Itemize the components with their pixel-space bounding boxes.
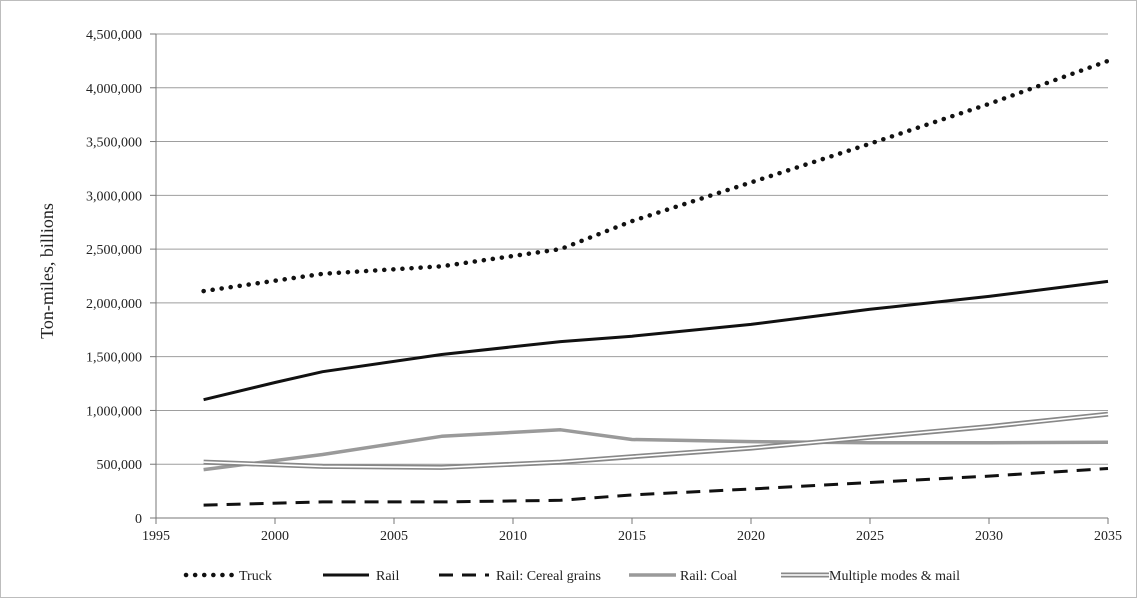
x-tick-label: 1995 [142,529,170,544]
series-line-rail [203,279,1109,402]
y-tick-label: 4,000,000 [86,82,142,97]
x-tick-label: 2030 [975,529,1003,544]
x-tick-label: 2005 [380,529,408,544]
legend-label-rail-coal: Rail: Coal [680,569,737,584]
legend-label-rail: Rail [376,569,399,584]
y-tick-label: 1,000,000 [86,404,142,419]
y-tick-label: 3,500,000 [86,136,142,151]
series-line-rail-cereal-grains [203,467,1109,507]
y-tick-label: 500,000 [97,458,143,473]
y-tick-label: 3,000,000 [86,189,142,204]
x-tick-labels: 1995 2000 2005 2010 2015 2020 2025 2030 2035 [142,529,1122,544]
series-line-truck [201,58,1111,294]
y-tick-label: 1,500,000 [86,351,142,366]
x-tick-label: 2015 [618,529,646,544]
series-lines [201,58,1111,507]
gridlines [156,33,1108,465]
y-axis-title: Ton-miles, billions [37,203,57,339]
axes [150,33,1109,524]
legend-label-truck: Truck [239,569,272,584]
legend-label-rail-cereal-grains: Rail: Cereal grains [496,569,601,584]
x-tick-label: 2020 [737,529,765,544]
y-tick-label: 2,500,000 [86,243,142,258]
x-tick-label: 2035 [1094,529,1122,544]
x-tick-label: 2010 [499,529,527,544]
y-tick-labels: 0 500,000 1,000,000 1,500,000 2,000,000 2,500… [86,28,142,527]
x-tick-label: 2025 [856,529,884,544]
legend: Truck Rail Rail: Cereal grains Rail: Coal Mu… [183,569,960,584]
legend-label-multiple-modes-mail: Multiple modes & mail [829,569,960,584]
y-tick-label: 4,500,000 [86,28,142,43]
y-tick-label: 0 [135,512,142,527]
y-tick-label: 2,000,000 [86,297,142,312]
series-line-rail-coal [203,428,1109,472]
x-tick-label: 2000 [261,529,289,544]
series-line-multiple-modes-mail-inner [203,413,1109,469]
